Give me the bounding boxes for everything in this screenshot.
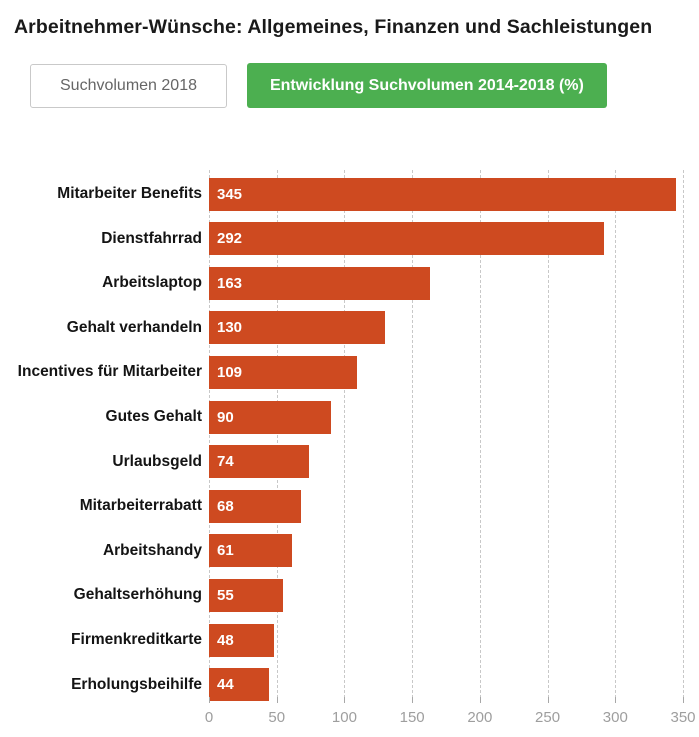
chart-toggle-toolbar: Suchvolumen 2018 Entwicklung Suchvolumen… bbox=[30, 63, 607, 108]
grid-line bbox=[209, 170, 210, 703]
category-label: Gutes Gehalt bbox=[105, 407, 202, 425]
bar-row: Gehaltserhöhung 55 bbox=[0, 573, 699, 618]
category-label: Erholungsbeihilfe bbox=[71, 675, 202, 693]
bar: 44 bbox=[209, 668, 269, 702]
bar-value-label: 130 bbox=[217, 319, 243, 337]
entwicklung-suchvolumen-button[interactable]: Entwicklung Suchvolumen 2014-2018 (%) bbox=[246, 63, 607, 108]
bar: 345 bbox=[209, 177, 677, 211]
category-label: Arbeitshandy bbox=[102, 541, 202, 559]
axis-tick bbox=[547, 697, 549, 703]
bar-row: Gutes Gehalt 90 bbox=[0, 395, 699, 440]
bar-value-label: 55 bbox=[217, 586, 234, 604]
axis-tick bbox=[615, 697, 617, 703]
bar-value-label: 90 bbox=[217, 408, 234, 426]
category-label: Dienstfahrrad bbox=[101, 229, 202, 247]
bar-value-label: 163 bbox=[217, 274, 243, 292]
grid-line bbox=[683, 170, 684, 703]
bar-value-label: 68 bbox=[217, 497, 234, 515]
axis-tick bbox=[479, 697, 481, 703]
bar: 74 bbox=[209, 445, 310, 479]
grid-line bbox=[547, 170, 549, 703]
bar-value-label: 292 bbox=[217, 230, 243, 248]
axis-tick bbox=[344, 697, 346, 703]
bar: 61 bbox=[209, 534, 292, 568]
axis-tick-label: 0 bbox=[204, 709, 214, 726]
axis-tick-label: 350 bbox=[670, 709, 696, 726]
bar-value-label: 61 bbox=[217, 542, 234, 560]
bar: 163 bbox=[209, 266, 430, 300]
axis-tick bbox=[276, 697, 278, 703]
bar-row: Urlaubsgeld 74 bbox=[0, 440, 699, 485]
bar-row: Arbeitslaptop 163 bbox=[0, 261, 699, 306]
bar-value-label: 345 bbox=[217, 185, 243, 203]
axis-tick bbox=[412, 697, 414, 703]
category-label: Mitarbeiter Benefits bbox=[57, 185, 202, 202]
category-label: Incentives für Mitarbeiter bbox=[17, 363, 202, 381]
category-label: Arbeitslaptop bbox=[102, 274, 202, 292]
bar: 130 bbox=[209, 311, 386, 345]
bar-row: Arbeitshandy 61 bbox=[0, 529, 699, 574]
bar-row: Gehalt verhandeln 130 bbox=[0, 306, 699, 351]
grid-line bbox=[479, 170, 481, 703]
bar-chart: Mitarbeiter Benefits 345 Dienstfahrrad 292 A… bbox=[0, 170, 699, 735]
bar: 292 bbox=[209, 222, 605, 256]
bar-row: Erholungsbeihilfe 44 bbox=[0, 663, 699, 708]
category-label: Firmenkreditkarte bbox=[71, 630, 202, 648]
bar-rows-layer: Mitarbeiter Benefits 345 Dienstfahrrad 292 A… bbox=[0, 172, 699, 707]
suchvolumen-2018-button[interactable]: Suchvolumen 2018 bbox=[30, 63, 227, 108]
category-label: Gehaltserhöhung bbox=[73, 586, 202, 604]
grid-line bbox=[412, 170, 414, 703]
grid-line bbox=[615, 170, 617, 703]
bar-row: Incentives für Mitarbeiter 109 bbox=[0, 350, 699, 395]
bar: 90 bbox=[209, 400, 331, 434]
axis-tick-label: 100 bbox=[331, 709, 357, 726]
axis-tick-label: 150 bbox=[399, 709, 425, 726]
bar-row: Dienstfahrrad 292 bbox=[0, 217, 699, 262]
category-label: Gehalt verhandeln bbox=[66, 318, 202, 336]
bar-row: Mitarbeiterrabatt 68 bbox=[0, 484, 699, 529]
bar: 55 bbox=[209, 578, 284, 612]
axis-tick bbox=[209, 697, 210, 703]
axis-tick-label: 300 bbox=[602, 709, 628, 726]
category-label: Mitarbeiterrabatt bbox=[79, 497, 202, 515]
bar: 109 bbox=[209, 355, 357, 389]
bar: 48 bbox=[209, 623, 274, 657]
bar: 68 bbox=[209, 489, 302, 523]
bar-value-label: 48 bbox=[217, 631, 234, 649]
bar-value-label: 109 bbox=[217, 363, 243, 381]
grid-line bbox=[344, 170, 346, 703]
axis-tick-label: 200 bbox=[467, 709, 493, 726]
axis-tick bbox=[683, 697, 684, 703]
grid-line bbox=[276, 170, 278, 703]
category-label: Urlaubsgeld bbox=[112, 452, 202, 470]
bar-row: Firmenkreditkarte 48 bbox=[0, 618, 699, 663]
axis-tick-label: 250 bbox=[535, 709, 561, 726]
bar-row: Mitarbeiter Benefits 345 bbox=[0, 172, 699, 217]
page-title: Arbeitnehmer-Wünsche: Allgemeines, Finan… bbox=[14, 16, 653, 39]
bar-value-label: 74 bbox=[217, 453, 234, 471]
axis-tick-label: 50 bbox=[268, 709, 286, 726]
bar-value-label: 44 bbox=[217, 676, 234, 694]
